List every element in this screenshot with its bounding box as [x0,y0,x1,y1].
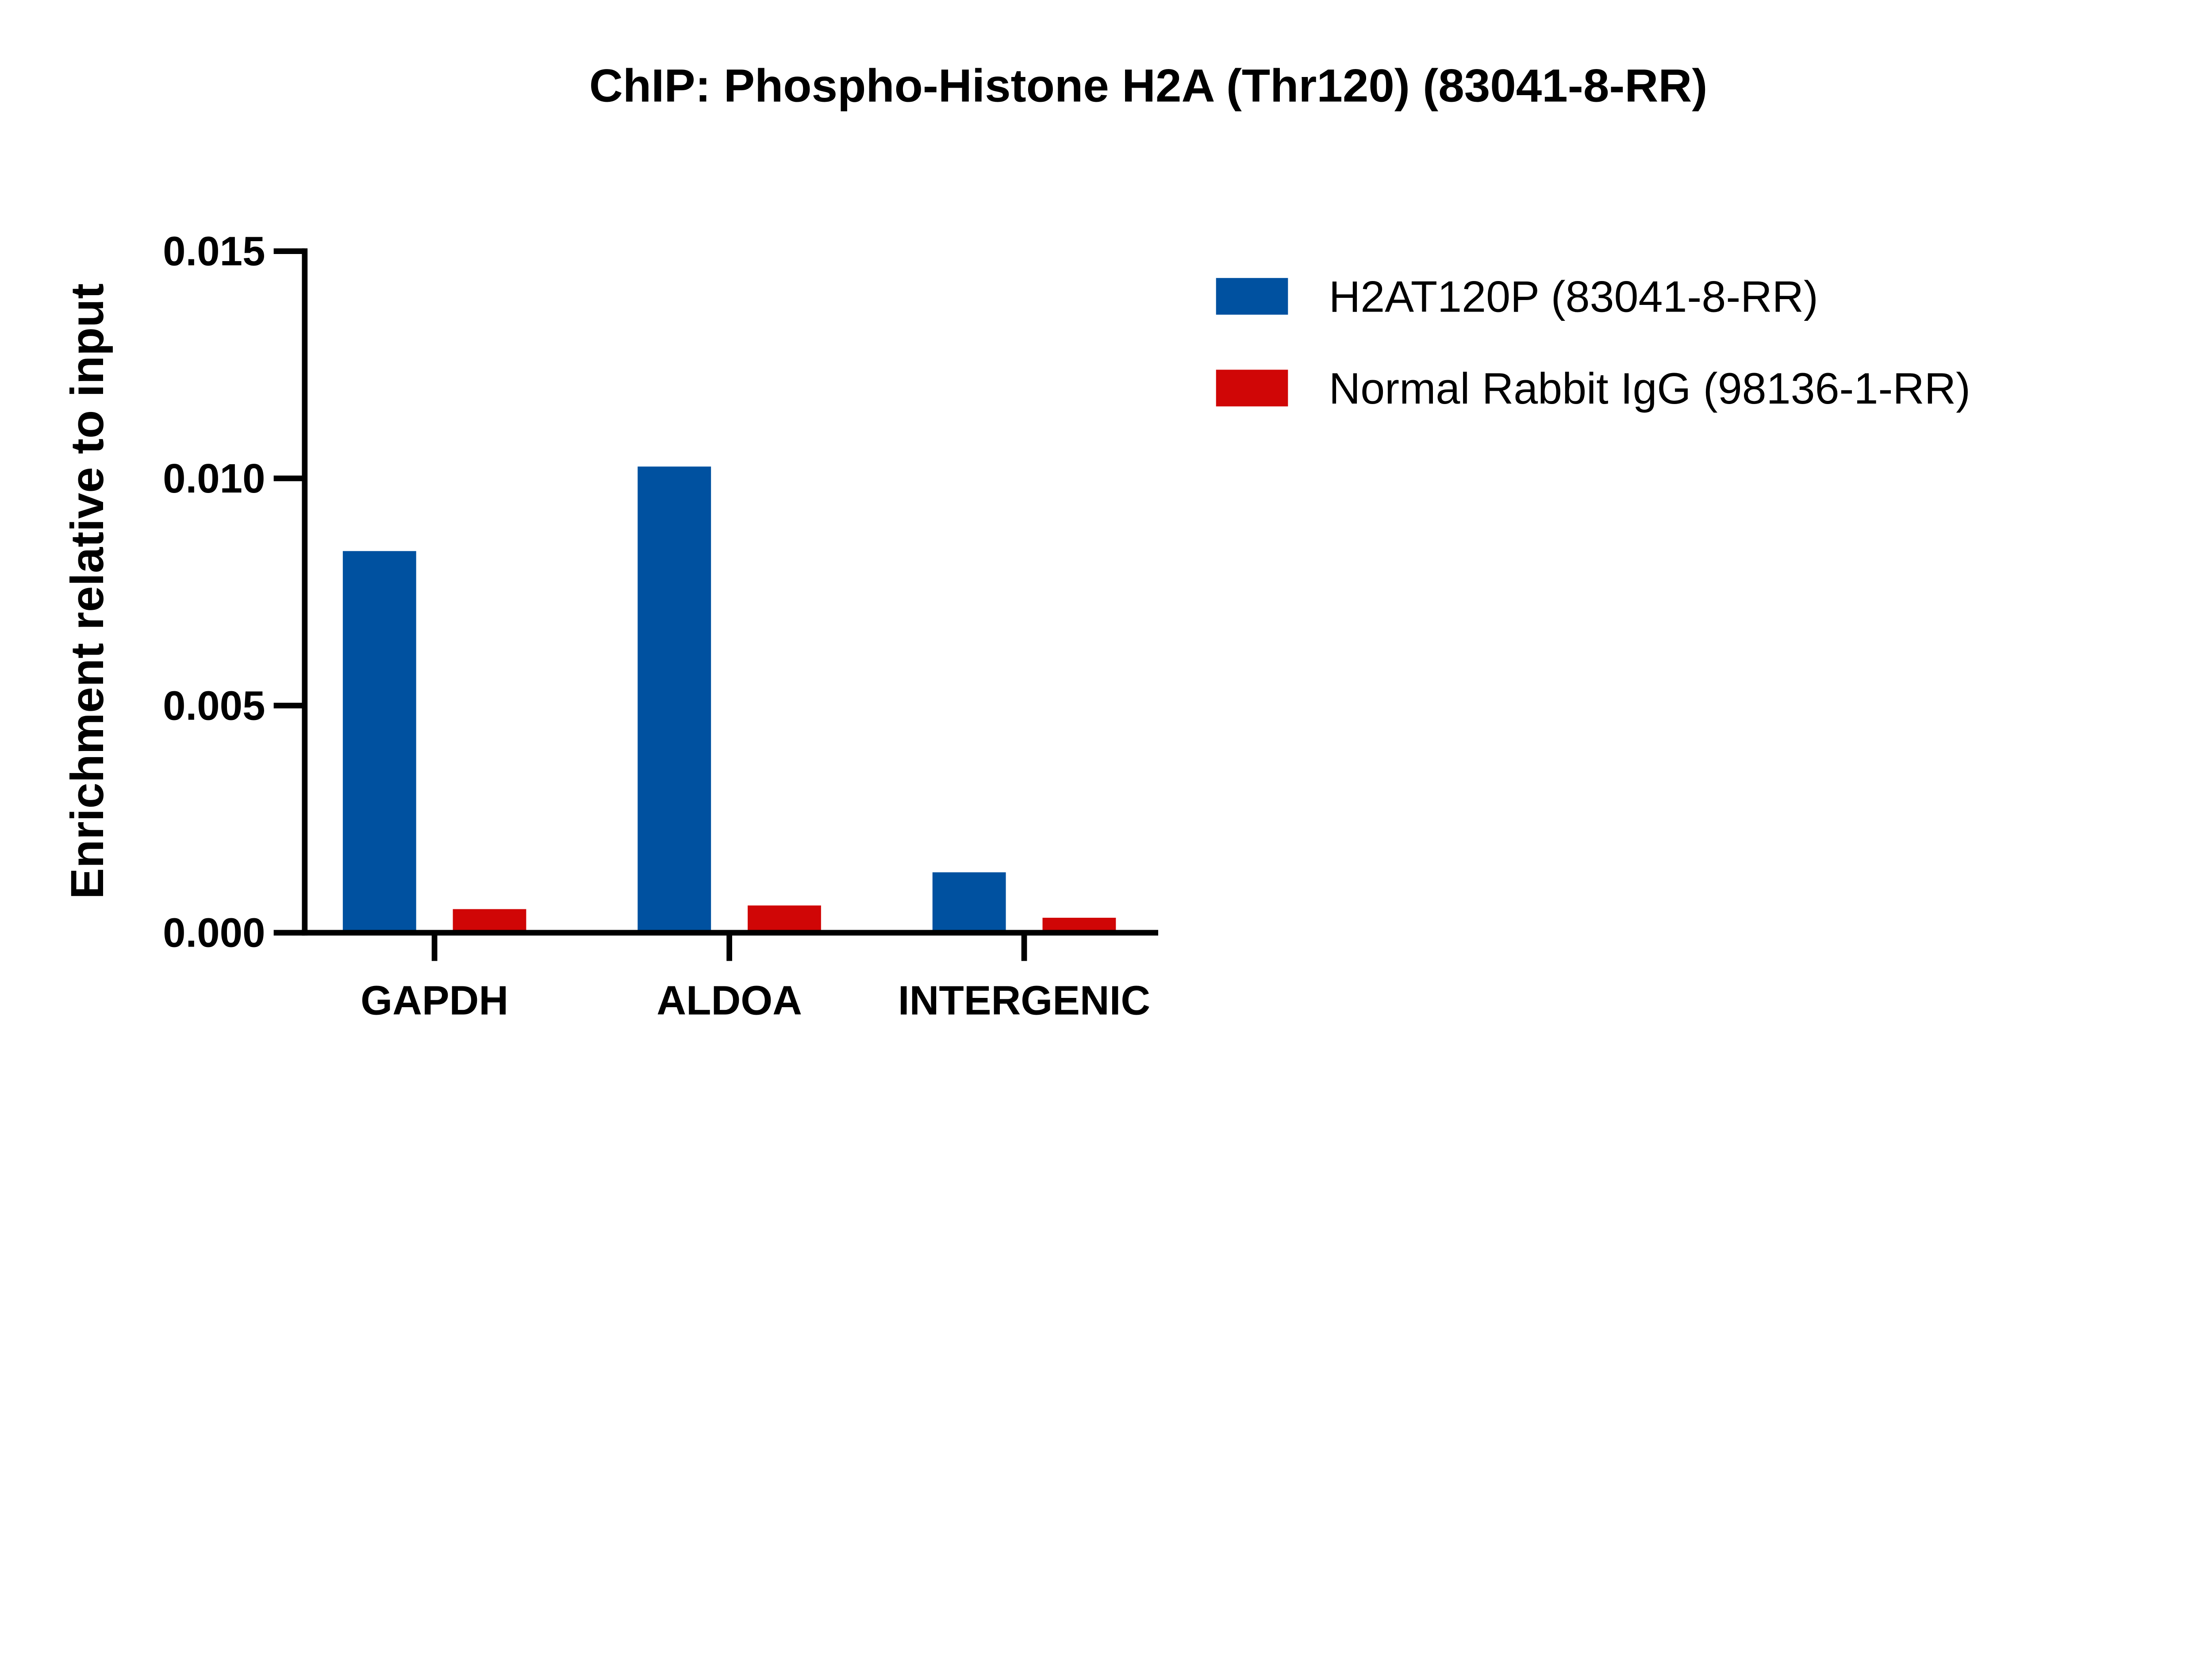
bar-aldoa-series-1 [637,466,711,933]
bar-chart: ChIP: Phospho-Histone H2A (Thr120) (8304… [61,60,1970,1024]
y-axis-label: Enrichment relative to input [61,283,113,899]
chart-title: ChIP: Phospho-Histone H2A (Thr120) (8304… [589,60,1708,112]
bar-gapdh-series-2 [453,909,526,933]
y-tick-label: 0.015 [163,228,265,274]
bar-intergenic-series-1 [932,872,1006,933]
axes: 0.000 0.005 0.010 0.015 GAPDH ALDOA INTERGENIC [163,228,1158,1024]
y-tick-label: 0.000 [163,910,265,956]
legend-label: H2AT120P (83041-8-RR) [1329,273,1818,321]
x-tick-label: ALDOA [657,978,802,1024]
x-tick-label: GAPDH [361,978,508,1024]
x-tick-label: INTERGENIC [898,978,1150,1024]
bar-aldoa-series-2 [748,905,821,933]
legend-swatch [1216,278,1288,315]
legend-label: Normal Rabbit IgG (98136-1-RR) [1329,364,1970,413]
bars [342,466,1116,933]
bar-gapdh-series-1 [342,551,416,933]
y-tick-label: 0.010 [163,455,265,501]
legend-swatch [1216,370,1288,407]
y-tick-label: 0.005 [163,682,265,728]
legend: H2AT120P (83041-8-RR) Normal Rabbit IgG (… [1216,273,1970,413]
